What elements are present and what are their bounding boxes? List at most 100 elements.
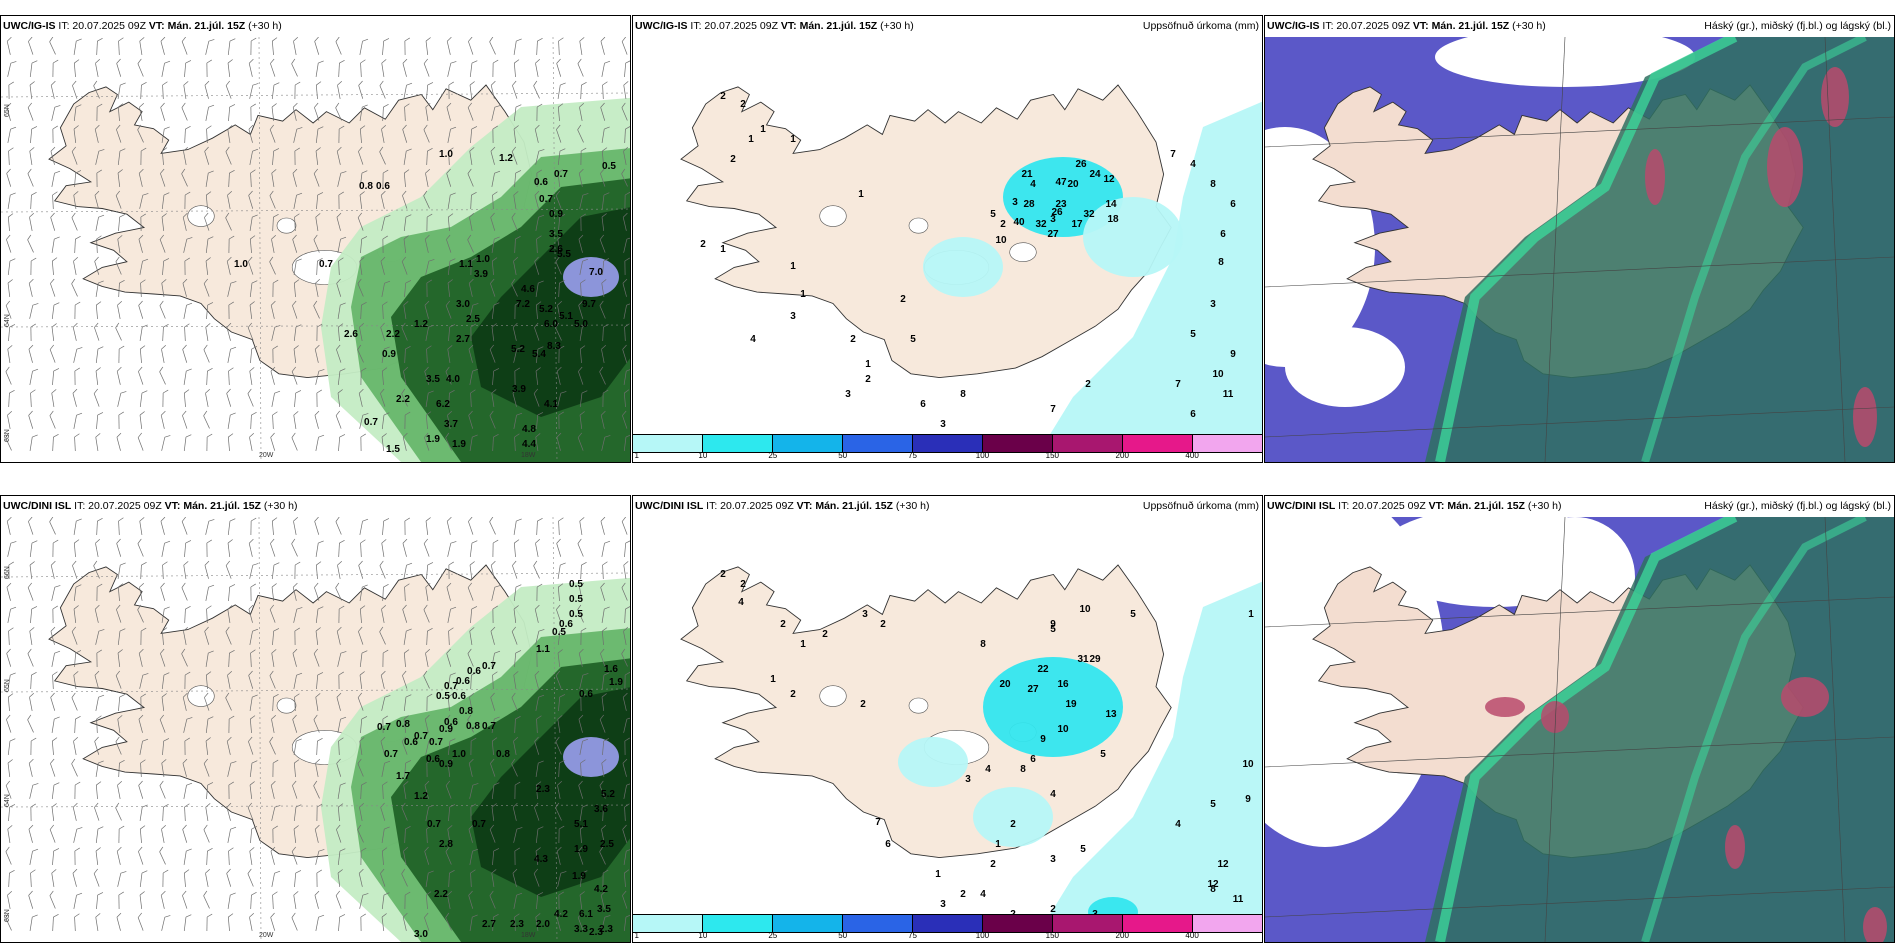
wind-barb [536, 169, 542, 188]
wind-barb [50, 692, 56, 711]
value-label: 2 [790, 689, 796, 700]
wind-barb [30, 869, 36, 888]
wind-barb [601, 213, 607, 231]
wind-barb [359, 518, 369, 535]
value-label: 1.1 [536, 644, 550, 655]
wind-barb [381, 539, 387, 557]
wind-barb [404, 891, 411, 910]
wind-barb [249, 781, 255, 799]
map-title: Háský (gr.), miðský (fj.bl.) og lágský (… [1704, 500, 1891, 512]
wind-barb [555, 736, 562, 755]
wind-barb [117, 562, 126, 579]
value-label: 26 [1051, 207, 1063, 218]
wind-barb [381, 695, 391, 711]
wind-barb [359, 125, 366, 144]
value-label: 10 [1212, 369, 1224, 380]
wind-barb [250, 826, 258, 844]
value-label: 7 [1175, 379, 1181, 390]
wind-barb [182, 410, 188, 429]
wind-barb [599, 300, 606, 319]
wind-barb [579, 673, 589, 689]
wind-barb [514, 847, 520, 866]
wind-barb [514, 715, 521, 734]
value-label: 27 [1027, 684, 1039, 695]
wind-barb [293, 759, 300, 778]
wind-barb [314, 344, 320, 363]
wind-barb [29, 303, 39, 319]
lead-time: (+30 h) [248, 20, 282, 32]
wind-barb [513, 104, 522, 121]
wind-barb [292, 168, 298, 187]
wind-barb [558, 891, 564, 910]
precip-shading [923, 101, 1262, 462]
wind-barb [227, 518, 236, 535]
value-label: 2 [740, 579, 746, 590]
wind-barb [271, 390, 281, 407]
wind-barb [536, 649, 542, 668]
wind-barb [470, 323, 476, 342]
grid-label: 63N [4, 429, 11, 442]
wind-barb [338, 434, 346, 452]
wind-barb [115, 322, 122, 341]
value-label: 5.5 [557, 249, 571, 260]
wind-barb [49, 824, 56, 843]
wind-barb [337, 323, 344, 342]
wind-barb [621, 37, 628, 55]
wind-barb [360, 236, 368, 254]
wind-barb [250, 169, 256, 188]
wind-barb [270, 780, 276, 799]
wind-barb [489, 517, 496, 535]
wind-barb [249, 83, 259, 99]
wind-barb [294, 561, 301, 580]
value-label: 4 [1030, 179, 1036, 190]
wind-barb [513, 347, 523, 363]
wind-barb [558, 694, 566, 712]
wind-barb [622, 278, 628, 297]
wind-barb [28, 37, 34, 55]
wind-barb [203, 824, 210, 843]
wind-barb [271, 583, 277, 601]
wind-barb [272, 213, 279, 232]
wind-barb [447, 759, 453, 777]
wind-barb [314, 517, 320, 535]
wind-barb [468, 344, 474, 363]
wind-barb [402, 670, 408, 689]
value-label: 3.5 [597, 904, 611, 915]
wind-barb [446, 102, 452, 121]
value-label: 10 [1242, 759, 1254, 770]
wind-barb [160, 890, 166, 909]
wind-barb [293, 825, 299, 843]
wind-barb [294, 81, 301, 100]
wind-barb [360, 539, 366, 558]
wind-barb [49, 517, 56, 535]
wind-barb [580, 213, 586, 232]
wind-barb [336, 212, 342, 231]
wind-barb [491, 170, 501, 187]
wind-barb [30, 389, 36, 408]
value-label: 2.7 [482, 919, 496, 930]
value-label: 8 [1218, 257, 1224, 268]
valid-time: Mán. 21.júl. 15Z [167, 20, 246, 32]
wind-barb [160, 37, 166, 55]
wind-barb [137, 432, 144, 451]
wind-barb [29, 914, 38, 931]
wind-barb [337, 782, 346, 799]
wind-barb [425, 259, 435, 275]
legend-swatch [1123, 435, 1193, 452]
wind-barb [7, 345, 13, 363]
value-label: 2.6 [344, 329, 358, 340]
wind-barb [558, 825, 565, 844]
value-label: 2 [730, 154, 736, 165]
value-label: 18 [1107, 214, 1119, 225]
wind-barb [293, 37, 299, 55]
wind-barb [599, 780, 606, 799]
wind-barb [94, 124, 100, 143]
wind-barb [95, 826, 104, 843]
wind-barb [139, 825, 146, 844]
vt-label: VT: [1412, 20, 1429, 32]
wind-barb [489, 824, 496, 843]
wind-barb [7, 606, 17, 623]
wind-barb [161, 147, 168, 166]
wind-barb [623, 914, 630, 931]
wind-barb [30, 671, 37, 690]
